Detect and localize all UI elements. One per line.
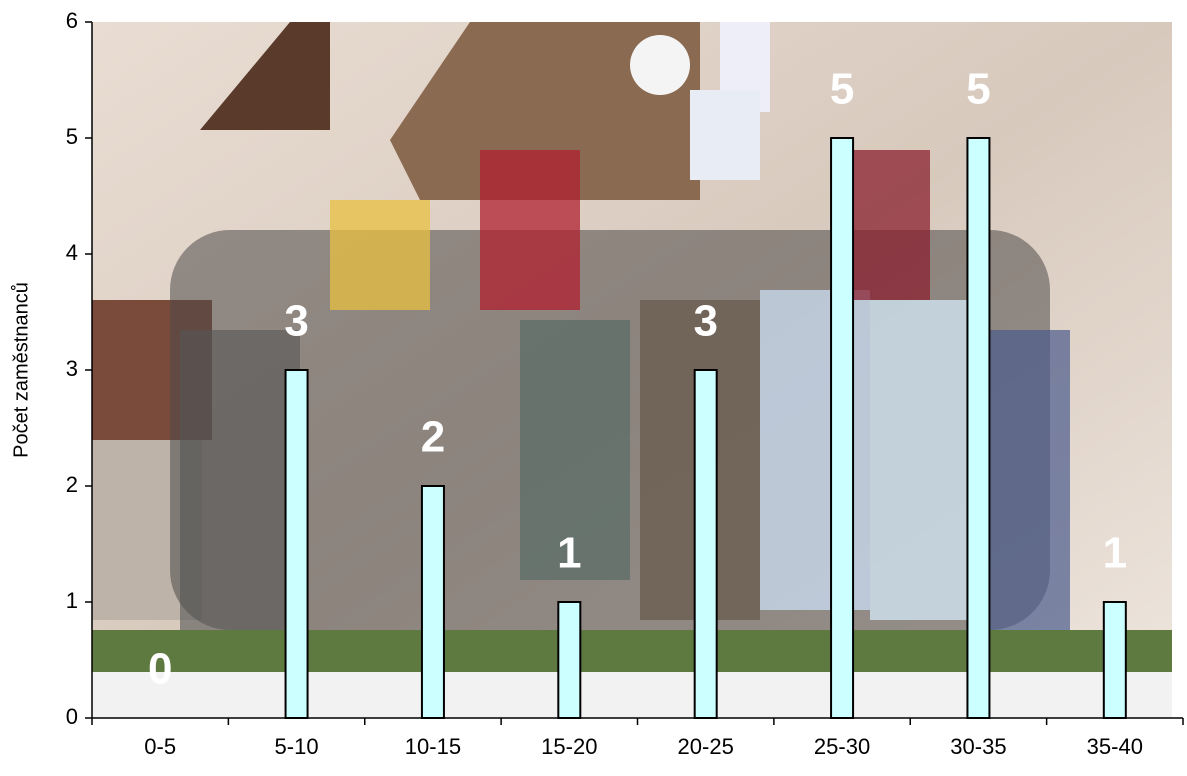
bar	[967, 138, 989, 718]
bar	[1104, 602, 1126, 718]
data-label: 0	[148, 645, 172, 694]
data-label: 1	[557, 529, 581, 578]
bar	[695, 370, 717, 718]
bar	[286, 370, 308, 718]
data-label: 1	[1103, 529, 1127, 578]
x-tick-label: 10-15	[405, 734, 461, 759]
x-tick-label: 15-20	[541, 734, 597, 759]
bar	[831, 138, 853, 718]
data-label: 2	[421, 413, 445, 462]
data-label: 3	[693, 297, 717, 346]
data-label: 3	[284, 297, 308, 346]
y-tick-label: 4	[66, 240, 78, 265]
x-tick-label: 0-5	[144, 734, 176, 759]
y-tick-label: 0	[66, 704, 78, 729]
data-label: 5	[966, 65, 990, 114]
x-tick-label: 30-35	[950, 734, 1006, 759]
y-tick-label: 5	[66, 124, 78, 149]
x-tick-label: 35-40	[1087, 734, 1143, 759]
y-tick-label: 3	[66, 356, 78, 381]
page: Počet zaměstnanců 0 1 2 3 4 5 6 0-5 0 5-10 3 10-15 2…	[0, 0, 1187, 776]
chart: Počet zaměstnanců 0 1 2 3 4 5 6 0-5 0 5-10 3 10-15 2…	[0, 0, 1187, 776]
y-axis-title: Počet zaměstnanců	[10, 282, 32, 458]
bar	[558, 602, 580, 718]
x-tick-label: 25-30	[814, 734, 870, 759]
x-tick-label: 20-25	[678, 734, 734, 759]
x-tick-label: 5-10	[275, 734, 319, 759]
data-label: 5	[830, 65, 854, 114]
y-tick-label: 6	[66, 8, 78, 33]
background-photo	[92, 22, 1172, 718]
y-tick-label: 2	[66, 472, 78, 497]
y-tick-label: 1	[66, 588, 78, 613]
bar	[422, 486, 444, 718]
